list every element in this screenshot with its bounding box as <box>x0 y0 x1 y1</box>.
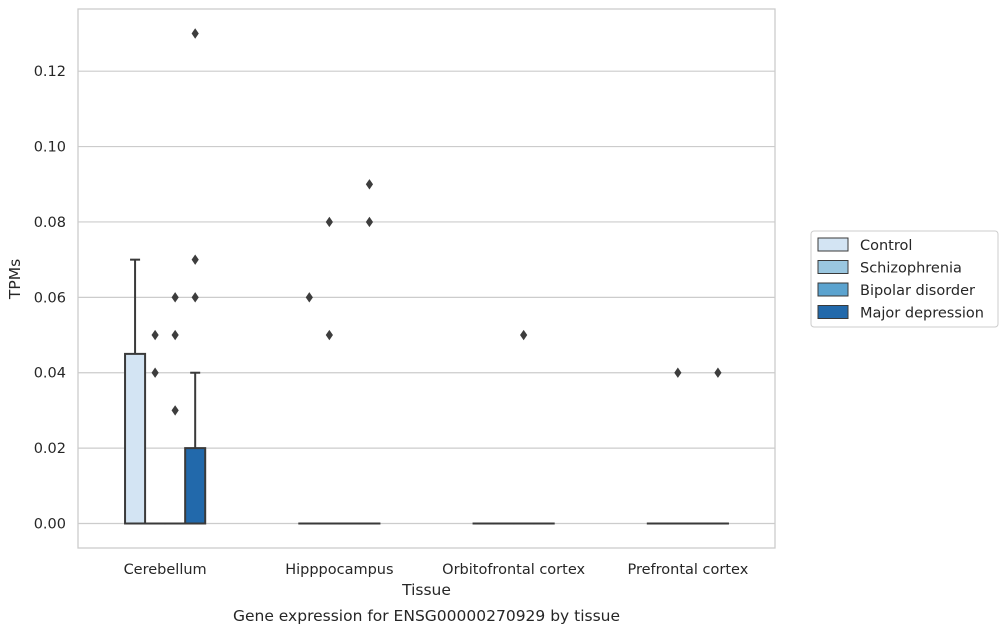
y-tick-label: 0.06 <box>34 290 66 306</box>
x-tick-label: Prefrontal cortex <box>627 562 748 578</box>
box <box>124 352 147 525</box>
outlier-point <box>365 216 374 228</box>
y-tick-label: 0.08 <box>34 215 66 231</box>
legend-label: Major depression <box>860 306 984 322</box>
outlier-point <box>151 329 159 341</box>
outlier-point <box>171 292 179 303</box>
grid-lines <box>78 70 775 525</box>
outlier-point <box>191 28 199 39</box>
y-axis-label: TPMs <box>6 259 24 300</box>
legend-swatch <box>817 237 849 252</box>
y-tick-label: 0.02 <box>34 441 66 457</box>
outlier-point <box>365 179 374 190</box>
x-tick-label: Orbitofrontal cortex <box>442 562 585 578</box>
y-tick-label: 0.10 <box>34 140 66 156</box>
legend-label: Bipolar disorder <box>860 283 975 299</box>
legend-swatch <box>817 305 849 319</box>
outlier-point <box>151 367 159 378</box>
outlier-points <box>151 28 722 416</box>
y-tick-label: 0.00 <box>34 517 66 533</box>
legend-label: Control <box>860 238 912 254</box>
y-tick-label: 0.04 <box>34 366 66 382</box>
x-axis-label: Tissue <box>401 581 451 599</box>
outlier-point <box>305 292 313 303</box>
x-tick-label: Cerebellum <box>124 562 207 578</box>
outlier-point <box>674 367 682 378</box>
outlier-point <box>191 254 199 265</box>
outlier-point <box>714 367 722 378</box>
outlier-point <box>325 329 333 341</box>
chart-caption: Gene expression for ENSG00000270929 by t… <box>233 607 620 625</box>
legend-swatch <box>817 282 849 297</box>
legend-frame <box>810 230 999 328</box>
outlier-point <box>171 405 179 416</box>
legend: Control Schizophrenia Bipolar disorder Majo… <box>810 230 999 328</box>
legend-swatch <box>817 260 849 274</box>
x-axis-tick-labels: Cerebellum Hipppocampus Orbitofrontal cort… <box>124 562 749 578</box>
outlier-point <box>171 329 179 341</box>
box-series <box>124 258 729 525</box>
y-axis-tick-labels: 0.00 0.02 0.04 0.06 0.08 0.10 0.12 <box>34 64 66 532</box>
box <box>184 447 207 525</box>
legend-label: Schizophrenia <box>860 261 962 277</box>
plot-area-frame <box>77 8 776 549</box>
outlier-point <box>325 216 333 228</box>
y-tick-label: 0.12 <box>34 64 66 80</box>
outlier-point <box>520 329 528 341</box>
outlier-point <box>191 292 199 303</box>
x-tick-label: Hipppocampus <box>285 562 393 578</box>
